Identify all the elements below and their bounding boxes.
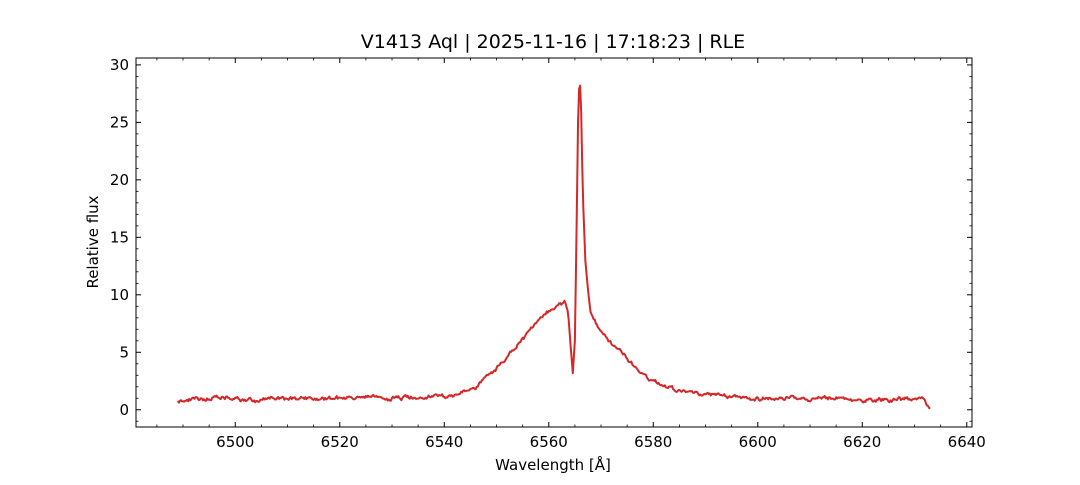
x-tick-label: 6540 <box>425 433 463 451</box>
x-tick-label: 6620 <box>843 433 881 451</box>
y-tick-label: 10 <box>110 286 129 304</box>
y-tick-labels: 0 5 10 15 20 25 30 <box>110 56 129 419</box>
series-group <box>176 84 931 410</box>
major-ticks <box>136 58 972 427</box>
y-tick-label: 0 <box>119 401 129 419</box>
x-tick-label: 6580 <box>634 433 672 451</box>
x-tick-label: 6640 <box>948 433 986 451</box>
x-tick-labels: 6500 6520 6540 6560 6580 6600 6620 6640 <box>216 433 986 451</box>
x-tick-label: 6560 <box>530 433 568 451</box>
plot-frame <box>135 57 973 428</box>
y-tick-label: 15 <box>110 228 129 246</box>
spectrum-line <box>176 84 931 410</box>
y-axis-label: Relative flux <box>84 195 102 288</box>
x-axis-label: Wavelength [Å] <box>495 455 611 474</box>
x-tick-label: 6520 <box>321 433 359 451</box>
y-tick-label: 20 <box>110 171 129 189</box>
y-tick-label: 25 <box>110 113 129 131</box>
y-tick-label: 30 <box>110 56 129 74</box>
x-tick-label: 6600 <box>739 433 777 451</box>
y-tick-label: 5 <box>119 343 129 361</box>
x-tick-label: 6500 <box>216 433 254 451</box>
chart-title: V1413 Aql | 2025-11-16 | 17:18:23 | RLE <box>361 31 745 53</box>
